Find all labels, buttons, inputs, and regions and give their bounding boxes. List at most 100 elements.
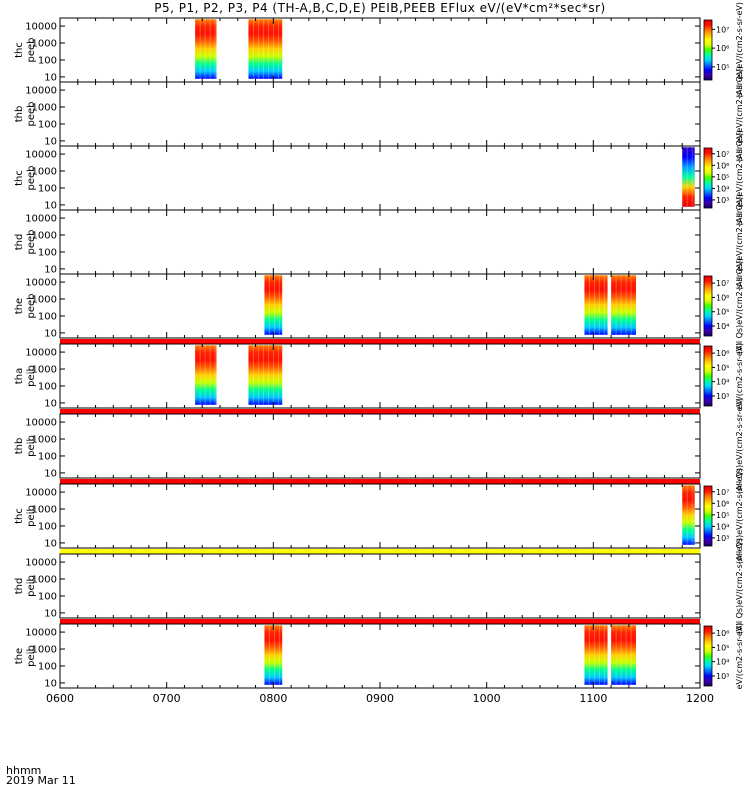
y-tick-label: 10 — [44, 468, 57, 479]
panel-ylabel: thc peeb — [14, 166, 37, 191]
panel-ylabel-line1: thc — [14, 508, 25, 524]
figure-title: P5, P1, P2, P3, P4 (TH-A,B,C,D,E) PEIB,P… — [154, 1, 606, 15]
panel-ylabel: the peeb — [14, 294, 37, 319]
panel-ylabel-line1: thc — [14, 170, 25, 186]
x-tick-label: 0700 — [153, 692, 181, 705]
y-tick-label: 100 — [38, 311, 57, 322]
panel-ylabel-line1: thd — [14, 234, 25, 251]
colorbar-label: (All Qs)eV/(cm2-s-sr-eV) — [735, 468, 744, 564]
panel-ylabel: the peib — [14, 645, 37, 667]
time-unit-label: hhmm — [6, 764, 42, 777]
y-tick-label: 1000 — [32, 295, 57, 306]
y-tick-label: 100 — [38, 247, 57, 258]
colorbar — [703, 147, 713, 209]
panel-ylabel: thb peib — [14, 435, 37, 457]
flag-bar — [60, 619, 700, 624]
colorbar-label: (All Qs)eV/(cm2-s-sr-eV) — [735, 2, 744, 98]
flux-burst — [611, 275, 636, 335]
flag-bar — [60, 479, 700, 484]
flux-burst — [195, 345, 217, 405]
flag-bar — [60, 339, 700, 344]
panel-ylabel: tha peib — [14, 365, 37, 387]
colorbar-tick-label: 10⁶ — [716, 349, 729, 358]
panel-frame — [59, 413, 701, 479]
panel-ylabel-line1: thd — [14, 578, 25, 595]
y-tick-label: 1000 — [32, 505, 57, 516]
flux-burst — [584, 275, 608, 335]
colorbar-tick-label: 10⁵ — [716, 363, 729, 372]
colorbar-label: (All Qs)eV/(cm2-s-sr-eV) — [735, 66, 744, 162]
panel-ylabel-line2: peeb — [26, 166, 37, 191]
panel-frame — [59, 209, 701, 275]
y-tick-label: 1000 — [32, 435, 57, 446]
colorbar-label: (All Qs)eV/(cm2-s-sr-eV) — [735, 130, 744, 226]
panel-ylabel: thc peib — [14, 505, 37, 527]
x-tick-label: 1000 — [473, 692, 501, 705]
panel-ylabel: thc peeb — [14, 38, 37, 63]
colorbar-label: (All Qs)eV/(cm2-s-sr-eV) — [735, 258, 744, 354]
y-tick-label: 10000 — [25, 86, 57, 97]
y-tick-label: 1000 — [32, 575, 57, 586]
colorbar-tick-label: 10³ — [716, 534, 729, 543]
y-tick-label: 10 — [44, 328, 57, 339]
y-tick-label: 10 — [44, 264, 57, 275]
y-tick-label: 100 — [38, 591, 57, 602]
y-tick-label: 10 — [44, 538, 57, 549]
colorbar-tick-label: 10⁶ — [716, 44, 729, 53]
y-tick-label: 10000 — [25, 418, 57, 429]
y-tick-label: 100 — [38, 521, 57, 532]
y-tick-label: 10000 — [25, 348, 57, 359]
y-tick-label: 10000 — [25, 278, 57, 289]
panel-ylabel-line2: peib — [26, 575, 37, 597]
panel-ylabel: thd peib — [14, 575, 37, 597]
y-tick-label: 10 — [44, 608, 57, 619]
x-tick-label: 0600 — [46, 692, 74, 705]
colorbar-tick-label: 10⁷ — [716, 279, 729, 288]
colorbar-label: (All Qs)eV/(cm2-s-sr-eV) — [735, 398, 744, 494]
y-tick-label: 1000 — [32, 103, 57, 114]
colorbar-tick-label: 10⁶ — [716, 293, 729, 302]
colorbar-tick-label: 10⁵ — [716, 63, 729, 72]
panel-ylabel-line1: tha — [14, 368, 25, 384]
colorbar — [703, 345, 713, 407]
colorbar-label: (All Qs)eV/(cm2-s-sr-eV) — [735, 194, 744, 290]
panel-ylabel-line2: peib — [26, 435, 37, 457]
colorbar-tick-label: 10⁶ — [716, 161, 729, 170]
x-tick-label: 1100 — [579, 692, 607, 705]
panel-ylabel-line1: thb — [14, 438, 25, 455]
colorbar-tick-label: 10⁴ — [716, 322, 729, 331]
colorbar-tick-label: 10⁴ — [716, 378, 729, 387]
colorbar-tick-label: 10⁶ — [716, 629, 729, 638]
flux-burst — [195, 19, 217, 79]
x-tick-label: 1200 — [686, 692, 714, 705]
flux-burst — [682, 147, 695, 207]
panel-ylabel-line1: thb — [14, 106, 25, 123]
y-tick-label: 10000 — [25, 214, 57, 225]
flux-burst — [248, 19, 283, 79]
time-axis-label: hhmm 2019 Mar 11 — [6, 764, 76, 786]
colorbar-tick-label: 10⁵ — [716, 308, 729, 317]
y-tick-label: 10000 — [25, 488, 57, 499]
colorbar-tick-label: 10⁵ — [716, 173, 729, 182]
panel-frame — [59, 553, 701, 619]
y-tick-label: 10 — [44, 678, 57, 689]
panel-ylabel-line2: peeb — [26, 294, 37, 319]
y-tick-label: 10 — [44, 398, 57, 409]
y-tick-label: 10 — [44, 200, 57, 211]
y-tick-label: 10000 — [25, 22, 57, 33]
flux-burst — [584, 625, 608, 685]
y-tick-label: 10000 — [25, 628, 57, 639]
y-tick-label: 100 — [38, 451, 57, 462]
colorbar-tick-label: 10⁴ — [716, 184, 729, 193]
panel-ylabel-line2: peib — [26, 365, 37, 387]
colorbar — [703, 625, 713, 687]
colorbar-tick-label: 10⁷ — [716, 488, 729, 497]
colorbar-label: eV/(cm2-s-sr-eV) — [735, 623, 744, 690]
